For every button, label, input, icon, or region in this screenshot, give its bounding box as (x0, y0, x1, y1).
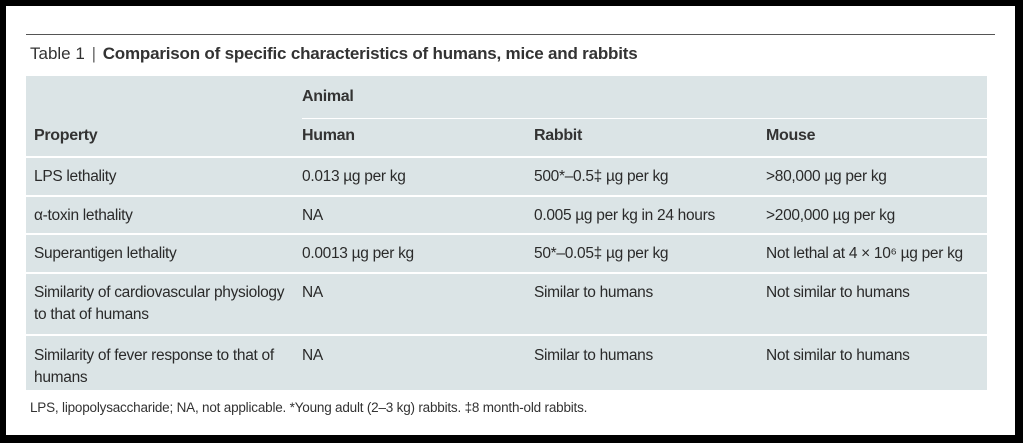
column-header-human: Human (302, 127, 355, 144)
table-title: Comparison of specific characteristics o… (102, 44, 638, 63)
table-cell: 0.0013 µg per kg (302, 245, 414, 262)
table-cell: Similarity of fever response to that of … (34, 347, 274, 386)
caption-separator: | (91, 44, 96, 63)
group-header-rule (302, 118, 987, 119)
table-number: Table 1 (30, 44, 85, 63)
table-cell: Similarity of cardiovascular physiology … (34, 284, 285, 323)
table-cell: Similar to humans (534, 284, 653, 301)
table-cell: Similar to humans (534, 347, 653, 364)
column-header-property: Property (34, 127, 98, 144)
row-divider (26, 233, 987, 235)
table-cell: NA (302, 284, 323, 301)
table-cell: LPS lethality (34, 168, 117, 185)
table-caption: Table 1 | Comparison of specific charact… (30, 44, 638, 64)
row-divider (26, 334, 987, 336)
table-footnote: LPS, lipopolysaccharide; NA, not applica… (30, 400, 588, 415)
row-divider (26, 272, 987, 274)
table-cell: Not lethal at 4 × 10⁶ µg per kg (766, 245, 963, 262)
table-cell: 0.005 µg per kg in 24 hours (534, 207, 715, 224)
row-divider (26, 195, 987, 197)
table-cell: NA (302, 347, 323, 364)
table-cell: 50*–0.05‡ µg per kg (534, 245, 669, 262)
comparison-table: Animal Property Human Rabbit Mouse LPS l… (26, 76, 987, 390)
table-cell: Superantigen lethality (34, 245, 177, 262)
table-cell: Not similar to humans (766, 284, 910, 301)
table-cell: 500*–0.5‡ µg per kg (534, 168, 669, 185)
table-cell: 0.013 µg per kg (302, 168, 406, 185)
column-header-rabbit: Rabbit (534, 127, 582, 144)
table-cell: >80,000 µg per kg (766, 168, 887, 185)
top-rule (26, 34, 995, 35)
row-divider (26, 156, 987, 158)
table-cell: Not similar to humans (766, 347, 910, 364)
group-header-animal: Animal (302, 88, 354, 105)
column-header-mouse: Mouse (766, 127, 816, 144)
table-cell: NA (302, 207, 323, 224)
table-cell: α-toxin lethality (34, 207, 133, 224)
table-figure: Table 1 | Comparison of specific charact… (6, 6, 1015, 435)
table-cell: >200,000 µg per kg (766, 207, 895, 224)
